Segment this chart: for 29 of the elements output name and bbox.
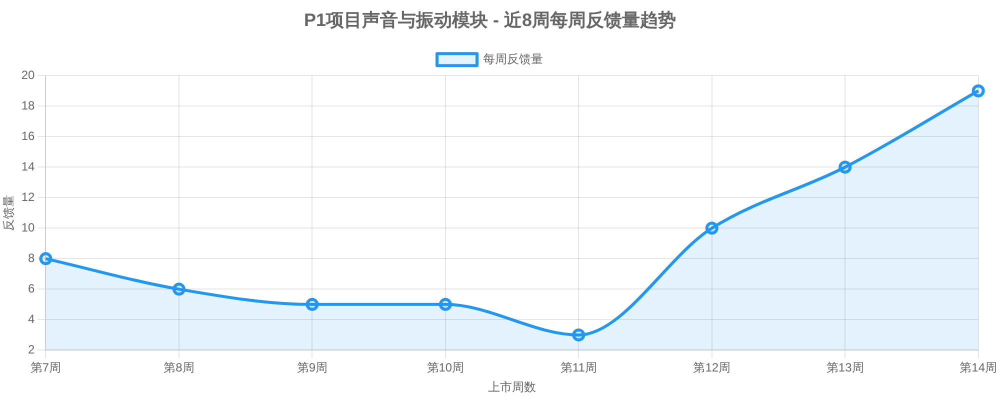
point (572, 328, 586, 342)
point (972, 84, 985, 98)
x-tick-label: 第10周 (426, 360, 464, 375)
y-tick-label: 2 (28, 342, 36, 357)
y-tick-label: 6 (28, 281, 36, 296)
x-tick-label: 第13周 (826, 360, 864, 375)
x-axis-title: 上市周数 (488, 380, 536, 394)
y-tick-label: 16 (21, 128, 36, 143)
x-tick-label: 第7周 (30, 360, 62, 375)
y-tick-label: 18 (21, 98, 36, 112)
y-tick-label: 12 (21, 190, 36, 204)
y-axis-title: 反馈量 (2, 194, 16, 231)
y-tick-label: 20 (21, 68, 36, 82)
point (172, 282, 186, 296)
x-tick-label: 第11周 (560, 360, 597, 375)
point (705, 222, 718, 235)
chart-title: P1项目声音与振动模块 - 近8周每周反馈量趋势 (304, 10, 676, 30)
y-tick-label: 10 (21, 220, 36, 234)
point (306, 298, 319, 311)
x-tick-label: 第9周 (296, 360, 328, 375)
point (838, 160, 852, 174)
x-tick-label: 第14周 (960, 360, 998, 375)
y-tick-label: 14 (21, 159, 36, 174)
x-tick-label: 第8周 (164, 360, 194, 375)
legend-label: 每周反馈量 (483, 52, 543, 66)
point (438, 298, 452, 311)
y-tick-label: 4 (28, 312, 36, 326)
x-tick-label: 第12周 (693, 360, 731, 375)
y-tick-label: 8 (28, 250, 36, 265)
